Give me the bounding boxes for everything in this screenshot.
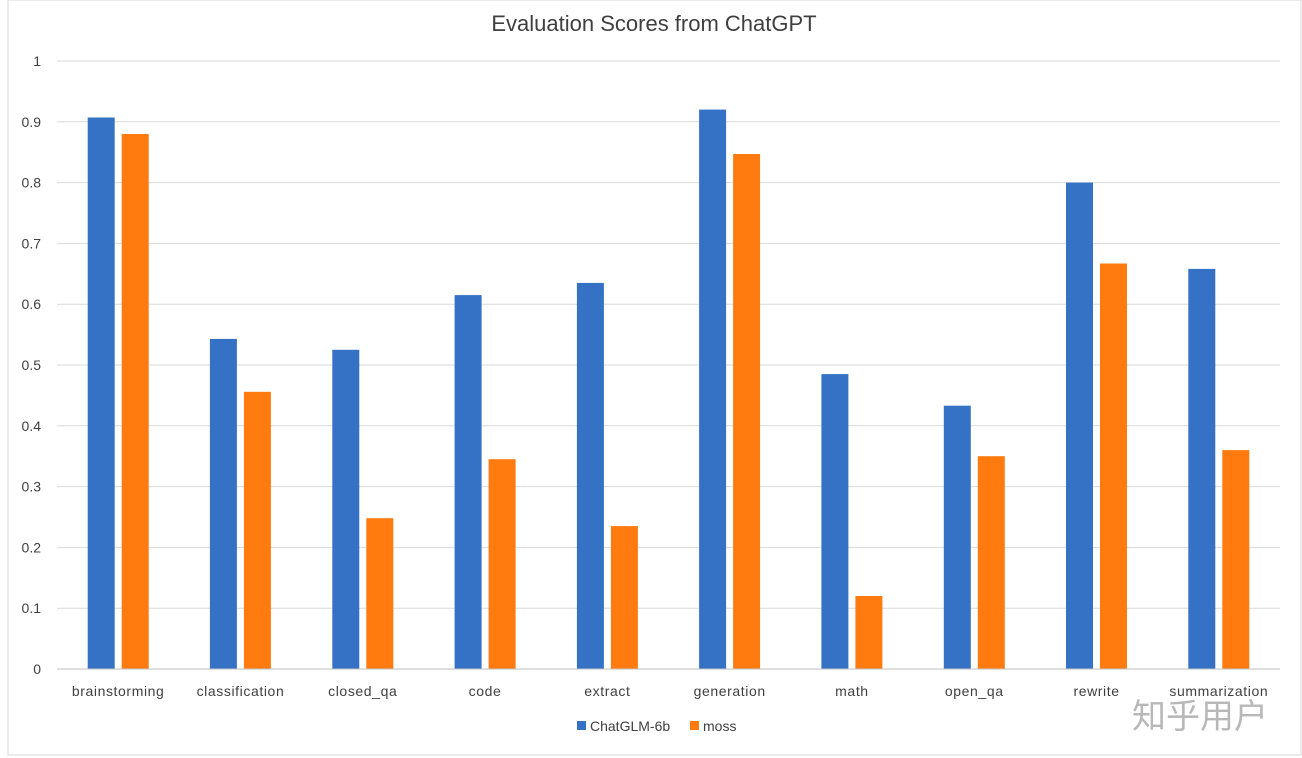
legend-swatch-chatglm bbox=[577, 721, 586, 730]
bar-moss-code bbox=[489, 459, 516, 669]
x-category-label: rewrite bbox=[1073, 683, 1119, 699]
legend-label-moss: moss bbox=[703, 718, 736, 734]
y-tick-label: 0.3 bbox=[22, 479, 42, 495]
y-tick-label: 0.9 bbox=[22, 114, 42, 130]
bar-moss-extract bbox=[611, 526, 638, 669]
x-category-label: code bbox=[469, 683, 502, 699]
x-category-label: brainstorming bbox=[72, 683, 165, 699]
bar-moss-brainstorming bbox=[122, 134, 149, 669]
bar-moss-summarization bbox=[1222, 450, 1249, 669]
bar-chatglm-summarization bbox=[1188, 269, 1215, 669]
x-category-label: extract bbox=[584, 683, 630, 699]
y-tick-label: 0.8 bbox=[22, 175, 42, 191]
bar-moss-math bbox=[855, 596, 882, 669]
y-tick-label: 0.1 bbox=[22, 600, 42, 616]
x-category-label: closed_qa bbox=[328, 683, 397, 699]
y-tick-label: 0.2 bbox=[22, 539, 42, 555]
x-category-label: open_qa bbox=[945, 683, 1004, 699]
y-tick-label: 0.6 bbox=[22, 296, 42, 312]
bar-chatglm-rewrite bbox=[1066, 183, 1093, 669]
bar-chatglm-code bbox=[455, 295, 482, 669]
x-category-label: generation bbox=[694, 683, 766, 699]
bar-chatglm-extract bbox=[577, 283, 604, 669]
bar-chatglm-open_qa bbox=[944, 406, 971, 669]
y-tick-label: 0.5 bbox=[22, 357, 42, 373]
x-category-label: classification bbox=[197, 683, 285, 699]
y-tick-label: 0.7 bbox=[22, 235, 42, 251]
bar-chatglm-math bbox=[821, 374, 848, 669]
bar-moss-open_qa bbox=[978, 456, 1005, 669]
x-category-label: math bbox=[835, 683, 869, 699]
bar-chatglm-closed_qa bbox=[332, 350, 359, 669]
legend-swatch-moss bbox=[690, 721, 699, 730]
chart-title: Evaluation Scores from ChatGPT bbox=[491, 11, 816, 36]
legend: ChatGLM-6b moss bbox=[577, 718, 736, 734]
bar-moss-generation bbox=[733, 154, 760, 669]
bar-moss-closed_qa bbox=[366, 518, 393, 669]
legend-label-chatglm: ChatGLM-6b bbox=[590, 718, 670, 734]
y-tick-label: 1 bbox=[33, 53, 41, 69]
y-tick-label: 0 bbox=[33, 661, 41, 677]
bar-moss-rewrite bbox=[1100, 264, 1127, 670]
bar-moss-classification bbox=[244, 392, 271, 669]
watermark-text: 知乎用户 bbox=[1132, 697, 1268, 737]
bar-chatglm-generation bbox=[699, 110, 726, 669]
bar-chatglm-classification bbox=[210, 339, 237, 669]
bar-chatglm-brainstorming bbox=[88, 118, 115, 670]
y-tick-label: 0.4 bbox=[22, 418, 42, 434]
